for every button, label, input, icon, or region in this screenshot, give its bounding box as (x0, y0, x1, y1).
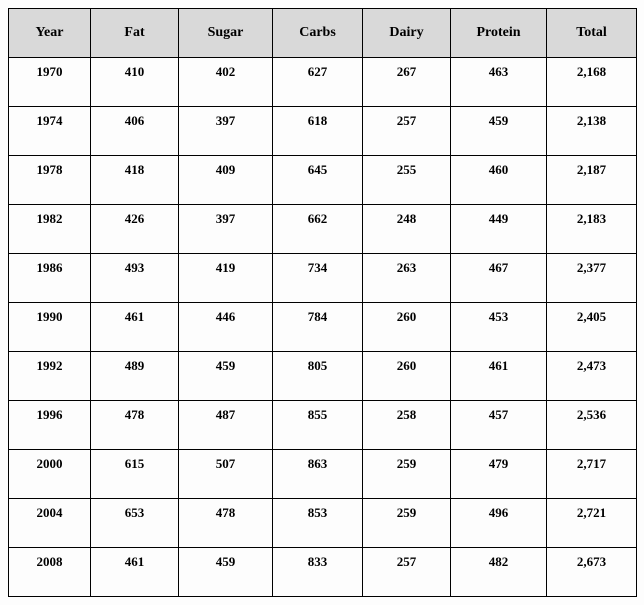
table-cell: 2004 (9, 499, 91, 548)
table-cell: 259 (363, 499, 451, 548)
table-cell: 449 (451, 205, 547, 254)
table-cell: 2,377 (547, 254, 637, 303)
col-sugar: Sugar (179, 9, 273, 58)
col-total: Total (547, 9, 637, 58)
table-row: 19784184096452554602,187 (9, 156, 637, 205)
table-cell: 1974 (9, 107, 91, 156)
nutrition-table: Year Fat Sugar Carbs Dairy Protein Total… (8, 8, 637, 597)
table-cell: 418 (91, 156, 179, 205)
table-cell: 257 (363, 107, 451, 156)
table-cell: 662 (273, 205, 363, 254)
table-cell: 459 (179, 352, 273, 401)
table-cell: 2,721 (547, 499, 637, 548)
table-cell: 410 (91, 58, 179, 107)
table-cell: 459 (179, 548, 273, 597)
table-cell: 2008 (9, 548, 91, 597)
table-cell: 397 (179, 205, 273, 254)
table-cell: 2,473 (547, 352, 637, 401)
col-protein: Protein (451, 9, 547, 58)
table-cell: 479 (451, 450, 547, 499)
table-cell: 1970 (9, 58, 91, 107)
col-dairy: Dairy (363, 9, 451, 58)
table-cell: 1982 (9, 205, 91, 254)
table-row: 20006155078632594792,717 (9, 450, 637, 499)
table-body: 19704104026272674632,1681974406397618257… (9, 58, 637, 597)
table-cell: 446 (179, 303, 273, 352)
table-cell: 260 (363, 352, 451, 401)
table-cell: 507 (179, 450, 273, 499)
table-cell: 645 (273, 156, 363, 205)
table-cell: 1978 (9, 156, 91, 205)
table-cell: 463 (451, 58, 547, 107)
table-cell: 263 (363, 254, 451, 303)
table-row: 19824263976622484492,183 (9, 205, 637, 254)
table-cell: 459 (451, 107, 547, 156)
table-cell: 461 (91, 548, 179, 597)
table-cell: 257 (363, 548, 451, 597)
table-cell: 855 (273, 401, 363, 450)
table-cell: 248 (363, 205, 451, 254)
table-cell: 784 (273, 303, 363, 352)
table-cell: 653 (91, 499, 179, 548)
table-row: 19964784878552584572,536 (9, 401, 637, 450)
table-cell: 255 (363, 156, 451, 205)
table-cell: 734 (273, 254, 363, 303)
table-cell: 258 (363, 401, 451, 450)
table-row: 19744063976182574592,138 (9, 107, 637, 156)
table-row: 19924894598052604612,473 (9, 352, 637, 401)
table-cell: 426 (91, 205, 179, 254)
table-cell: 1992 (9, 352, 91, 401)
table-row: 20046534788532594962,721 (9, 499, 637, 548)
table-cell: 2,536 (547, 401, 637, 450)
header-row: Year Fat Sugar Carbs Dairy Protein Total (9, 9, 637, 58)
table-cell: 457 (451, 401, 547, 450)
table-cell: 460 (451, 156, 547, 205)
table-cell: 487 (179, 401, 273, 450)
table-cell: 805 (273, 352, 363, 401)
table-cell: 2,187 (547, 156, 637, 205)
table-cell: 461 (451, 352, 547, 401)
table-cell: 2,405 (547, 303, 637, 352)
table-cell: 2,717 (547, 450, 637, 499)
table-cell: 618 (273, 107, 363, 156)
table-cell: 833 (273, 548, 363, 597)
table-cell: 863 (273, 450, 363, 499)
table-cell: 402 (179, 58, 273, 107)
table-cell: 1990 (9, 303, 91, 352)
table-row: 19864934197342634672,377 (9, 254, 637, 303)
table-cell: 615 (91, 450, 179, 499)
table-cell: 453 (451, 303, 547, 352)
table-cell: 467 (451, 254, 547, 303)
table-cell: 627 (273, 58, 363, 107)
table-cell: 496 (451, 499, 547, 548)
col-carbs: Carbs (273, 9, 363, 58)
col-year: Year (9, 9, 91, 58)
table-cell: 493 (91, 254, 179, 303)
table-cell: 267 (363, 58, 451, 107)
table-cell: 2,673 (547, 548, 637, 597)
table-cell: 1996 (9, 401, 91, 450)
table-row: 20084614598332574822,673 (9, 548, 637, 597)
table-cell: 1986 (9, 254, 91, 303)
table-cell: 2,168 (547, 58, 637, 107)
table-cell: 2000 (9, 450, 91, 499)
table-cell: 419 (179, 254, 273, 303)
table-cell: 409 (179, 156, 273, 205)
table-cell: 259 (363, 450, 451, 499)
table-cell: 2,183 (547, 205, 637, 254)
table-row: 19704104026272674632,168 (9, 58, 637, 107)
table-cell: 478 (179, 499, 273, 548)
table-cell: 397 (179, 107, 273, 156)
table-cell: 853 (273, 499, 363, 548)
table-row: 19904614467842604532,405 (9, 303, 637, 352)
table-cell: 489 (91, 352, 179, 401)
table-cell: 260 (363, 303, 451, 352)
table-cell: 461 (91, 303, 179, 352)
col-fat: Fat (91, 9, 179, 58)
table-cell: 482 (451, 548, 547, 597)
table-cell: 2,138 (547, 107, 637, 156)
table-cell: 406 (91, 107, 179, 156)
table-cell: 478 (91, 401, 179, 450)
